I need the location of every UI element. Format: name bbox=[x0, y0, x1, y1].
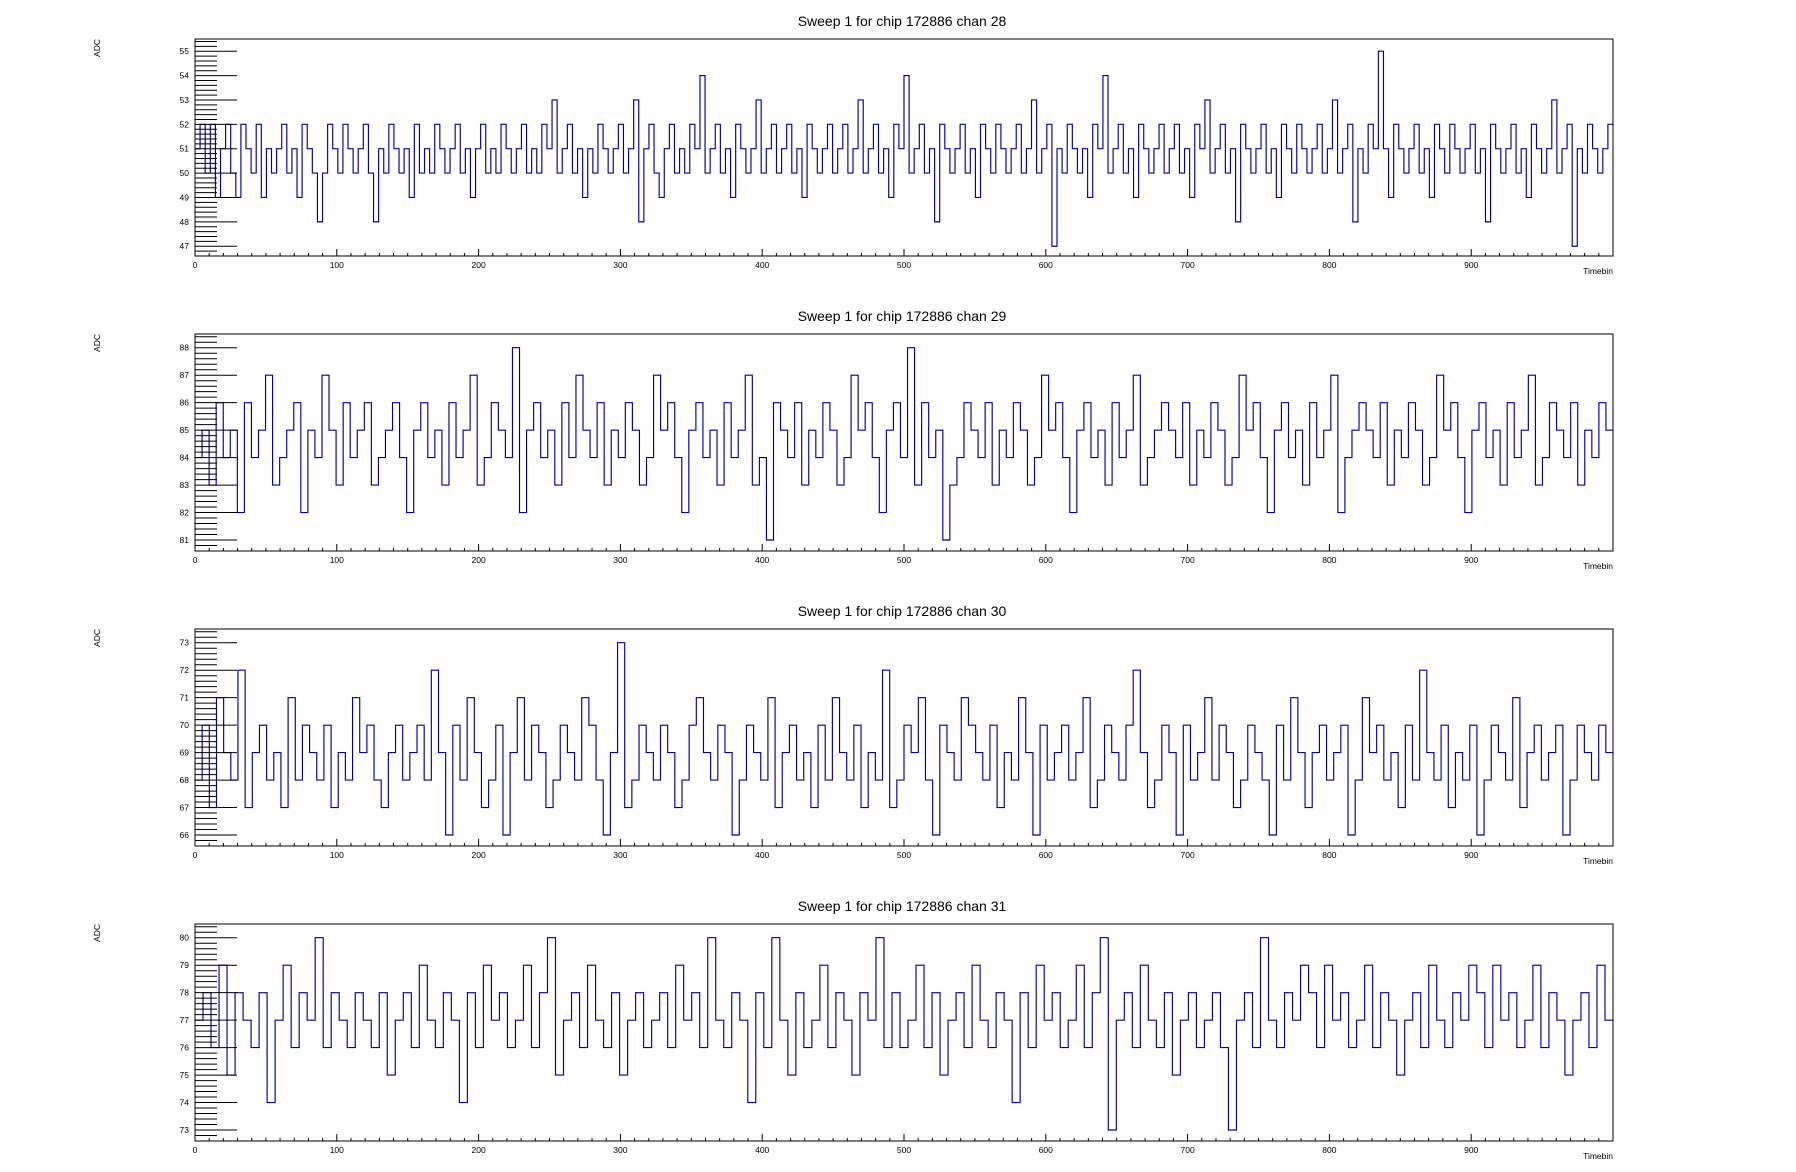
y-tick-label: 73 bbox=[180, 1125, 190, 1135]
y-axis-label: ADC bbox=[92, 924, 102, 942]
panel-chan-31: Sweep 1 for chip 172886 chan 31 ADC Time… bbox=[92, 898, 1614, 1161]
x-tick-label: 900 bbox=[1464, 555, 1478, 565]
y-tick-label: 67 bbox=[180, 803, 190, 813]
y-tick-label: 52 bbox=[180, 119, 190, 129]
x-tick-label: 400 bbox=[755, 260, 769, 270]
panel-chan-30: Sweep 1 for chip 172886 chan 30 ADC Time… bbox=[92, 603, 1614, 866]
y-tick-label: 74 bbox=[180, 1098, 190, 1108]
y-tick-label: 53 bbox=[180, 95, 190, 105]
x-tick-label: 600 bbox=[1039, 555, 1053, 565]
x-tick-label: 800 bbox=[1322, 260, 1336, 270]
plot-frame bbox=[194, 923, 1614, 1142]
y-tick-label: 87 bbox=[180, 370, 190, 380]
x-tick-label: 600 bbox=[1039, 260, 1053, 270]
x-tick-label: 300 bbox=[613, 260, 627, 270]
x-axis-label: Timebin bbox=[1583, 561, 1613, 571]
x-tick-label: 200 bbox=[472, 850, 486, 860]
x-tick-label: 700 bbox=[1181, 850, 1195, 860]
y-tick-label: 51 bbox=[180, 144, 190, 154]
x-tick-label: 700 bbox=[1181, 555, 1195, 565]
y-tick-label: 78 bbox=[180, 988, 190, 998]
x-tick-label: 500 bbox=[897, 850, 911, 860]
x-tick-label: 800 bbox=[1322, 1145, 1336, 1155]
y-tick-label: 72 bbox=[180, 665, 190, 675]
x-tick-label: 800 bbox=[1322, 555, 1336, 565]
chart-title: Sweep 1 for chip 172886 chan 28 bbox=[798, 13, 1007, 29]
panel-chan-29: Sweep 1 for chip 172886 chan 29 ADC Time… bbox=[92, 308, 1614, 571]
y-tick-label: 76 bbox=[180, 1043, 190, 1053]
x-tick-label: 200 bbox=[472, 555, 486, 565]
y-tick-label: 55 bbox=[180, 46, 190, 56]
y-tick-label: 85 bbox=[180, 425, 190, 435]
y-tick-label: 81 bbox=[180, 535, 190, 545]
y-tick-label: 80 bbox=[180, 933, 190, 943]
chart-title: Sweep 1 for chip 172886 chan 31 bbox=[798, 898, 1007, 914]
data-series-line bbox=[195, 642, 1613, 836]
x-tick-label: 400 bbox=[755, 1145, 769, 1155]
x-tick-label: 700 bbox=[1181, 260, 1195, 270]
y-tick-label: 79 bbox=[180, 960, 190, 970]
y-tick-label: 68 bbox=[180, 775, 190, 785]
y-axis-label: ADC bbox=[92, 334, 102, 352]
y-tick-label: 54 bbox=[180, 71, 190, 81]
x-tick-label: 300 bbox=[613, 850, 627, 860]
data-series-line bbox=[195, 347, 1613, 541]
data-series-line bbox=[195, 50, 1613, 247]
x-axis-label: Timebin bbox=[1583, 856, 1613, 866]
chart-title: Sweep 1 for chip 172886 chan 30 bbox=[798, 603, 1007, 619]
y-tick-label: 84 bbox=[180, 453, 190, 463]
x-tick-label: 0 bbox=[193, 850, 198, 860]
y-tick-label: 69 bbox=[180, 748, 190, 758]
y-axis-label: ADC bbox=[92, 39, 102, 57]
chart-title: Sweep 1 for chip 172886 chan 29 bbox=[798, 308, 1007, 324]
x-tick-label: 800 bbox=[1322, 850, 1336, 860]
y-tick-label: 77 bbox=[180, 1015, 190, 1025]
y-tick-label: 82 bbox=[180, 508, 190, 518]
y-tick-label: 88 bbox=[180, 343, 190, 353]
x-tick-label: 200 bbox=[472, 1145, 486, 1155]
data-series-line bbox=[195, 937, 1613, 1131]
x-tick-label: 700 bbox=[1181, 1145, 1195, 1155]
x-tick-label: 200 bbox=[472, 260, 486, 270]
y-tick-label: 71 bbox=[180, 693, 190, 703]
y-tick-label: 50 bbox=[180, 168, 190, 178]
x-tick-label: 100 bbox=[330, 850, 344, 860]
x-tick-label: 0 bbox=[193, 1145, 198, 1155]
x-tick-label: 600 bbox=[1039, 850, 1053, 860]
y-tick-label: 73 bbox=[180, 638, 190, 648]
y-axis-label: ADC bbox=[92, 629, 102, 647]
x-tick-label: 500 bbox=[897, 555, 911, 565]
y-tick-label: 86 bbox=[180, 398, 190, 408]
y-tick-label: 48 bbox=[180, 217, 190, 227]
x-tick-label: 100 bbox=[330, 1145, 344, 1155]
x-tick-label: 100 bbox=[330, 555, 344, 565]
x-tick-label: 400 bbox=[755, 555, 769, 565]
y-tick-label: 70 bbox=[180, 720, 190, 730]
y-tick-label: 47 bbox=[180, 241, 190, 251]
x-tick-label: 600 bbox=[1039, 1145, 1053, 1155]
x-tick-label: 0 bbox=[193, 555, 198, 565]
x-tick-label: 500 bbox=[897, 260, 911, 270]
plot-frame bbox=[194, 333, 1614, 552]
x-tick-label: 500 bbox=[897, 1145, 911, 1155]
x-tick-label: 900 bbox=[1464, 1145, 1478, 1155]
panel-chan-28: Sweep 1 for chip 172886 chan 28 ADC Time… bbox=[92, 13, 1614, 276]
x-tick-label: 300 bbox=[613, 1145, 627, 1155]
x-tick-label: 900 bbox=[1464, 850, 1478, 860]
y-tick-label: 66 bbox=[180, 830, 190, 840]
x-tick-label: 900 bbox=[1464, 260, 1478, 270]
x-tick-label: 0 bbox=[193, 260, 198, 270]
x-axis-label: Timebin bbox=[1583, 1151, 1613, 1161]
x-tick-label: 100 bbox=[330, 260, 344, 270]
y-tick-label: 49 bbox=[180, 192, 190, 202]
x-tick-label: 300 bbox=[613, 555, 627, 565]
x-axis-label: Timebin bbox=[1583, 266, 1613, 276]
x-tick-label: 400 bbox=[755, 850, 769, 860]
y-tick-label: 75 bbox=[180, 1070, 190, 1080]
y-tick-label: 83 bbox=[180, 480, 190, 490]
